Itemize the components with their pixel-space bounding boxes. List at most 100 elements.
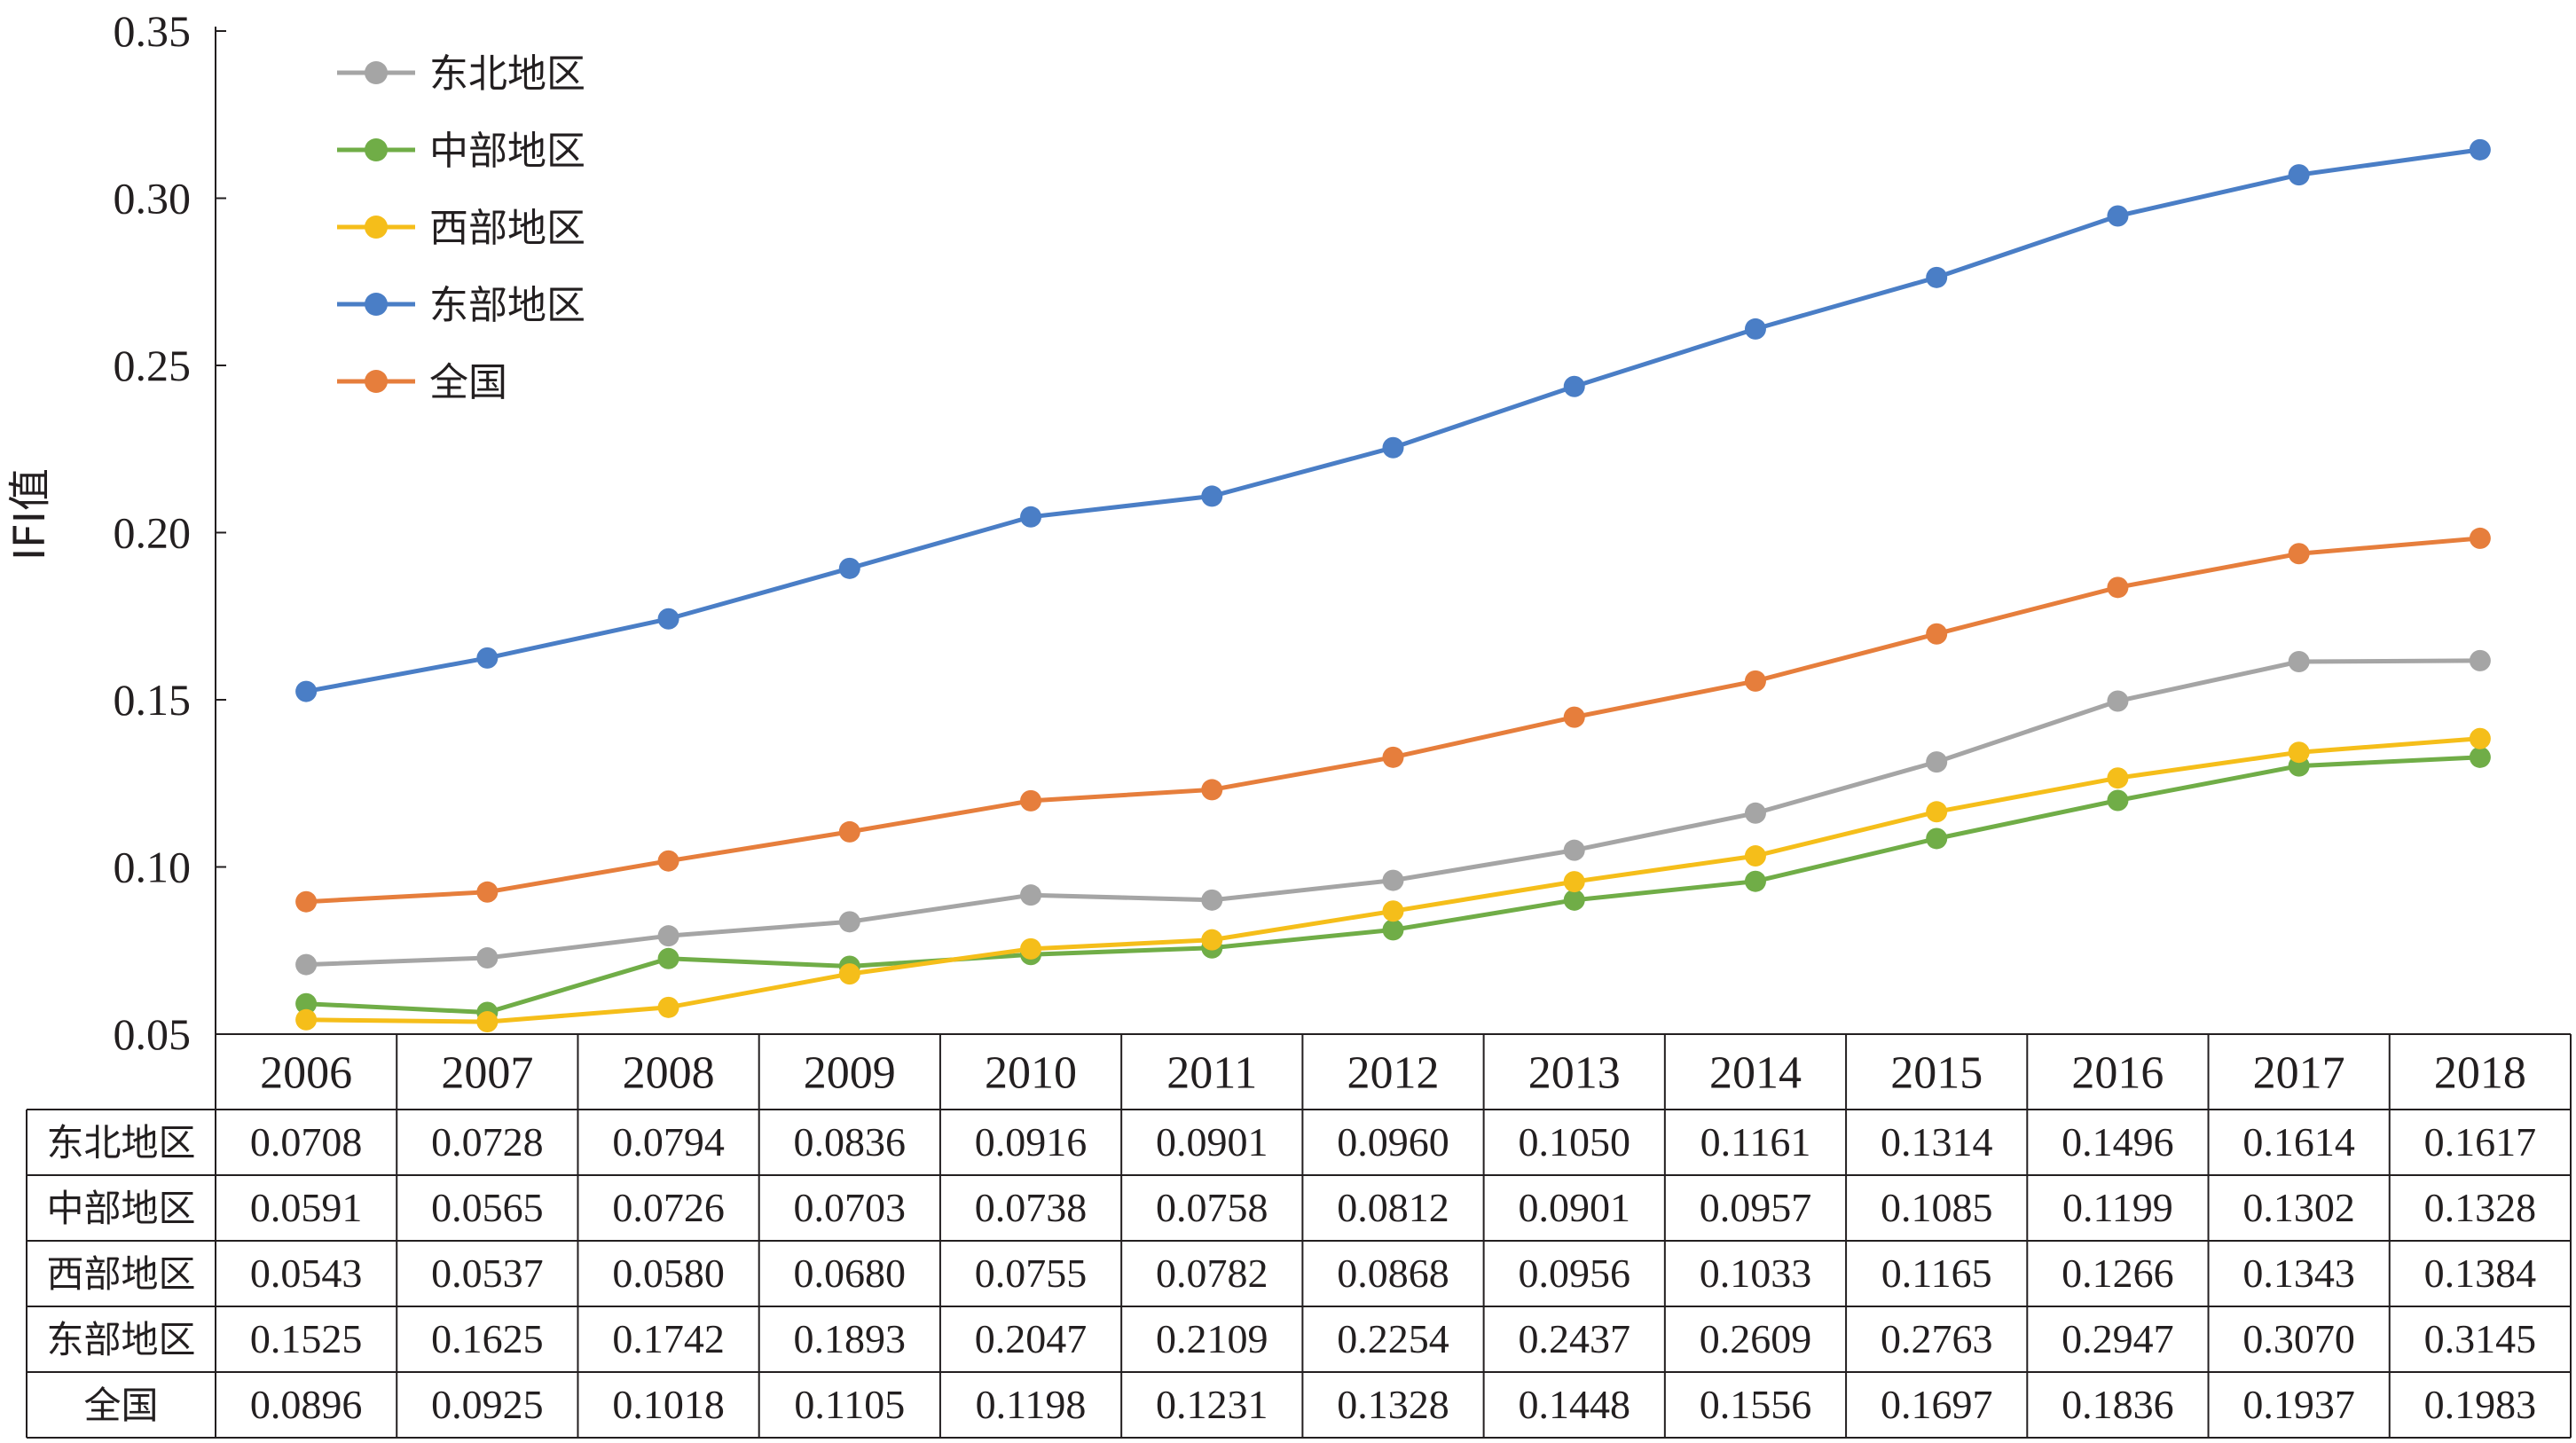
table-cell-value: 0.0728 xyxy=(431,1119,544,1165)
table-cell-value: 0.0726 xyxy=(612,1185,725,1230)
table-cell-value: 0.0957 xyxy=(1700,1185,1812,1230)
legend-label: 西部地区 xyxy=(429,206,585,251)
data-point xyxy=(476,1011,499,1033)
data-point xyxy=(476,647,499,669)
table-cell-value: 0.1893 xyxy=(794,1316,907,1361)
data-point xyxy=(1563,871,1585,893)
table-cell-value: 0.0782 xyxy=(1156,1251,1268,1296)
table-cell-value: 0.0901 xyxy=(1156,1119,1268,1165)
data-point xyxy=(2107,789,2129,812)
y-tick-label: 0.10 xyxy=(114,843,192,892)
data-table: 2006 2007 2008 2009 2010 2011 2012 2013 2014 2015… xyxy=(26,1033,2572,1439)
y-tick-label: 0.05 xyxy=(114,1009,192,1059)
data-point xyxy=(657,850,679,872)
series-line xyxy=(303,536,2483,905)
table-cell-value: 0.0960 xyxy=(1337,1119,1449,1165)
legend-label: 全国 xyxy=(429,360,507,405)
legend-marker xyxy=(365,138,388,161)
table-cell-value: 0.0925 xyxy=(431,1382,544,1427)
data-point xyxy=(1563,889,1585,911)
table-row-label: 中部地区 xyxy=(46,1187,195,1230)
data-point xyxy=(1382,436,1404,459)
y-tick-label: 0.25 xyxy=(114,341,192,390)
x-tick-label: 2010 xyxy=(985,1048,1077,1099)
table-cell-value: 0.2109 xyxy=(1156,1316,1268,1361)
x-tick-label: 2013 xyxy=(1528,1048,1621,1099)
data-point xyxy=(1744,802,1766,824)
legend-label: 中部地区 xyxy=(429,129,585,174)
data-point xyxy=(1201,779,1223,801)
table-cell-value: 0.0580 xyxy=(612,1251,725,1296)
table-cell-value: 0.2763 xyxy=(1881,1316,1993,1361)
table-cell-value: 0.1614 xyxy=(2242,1119,2355,1165)
y-tick-label: 0.15 xyxy=(114,675,192,725)
table-cell-value: 0.1105 xyxy=(794,1382,905,1427)
x-tick-label: 2011 xyxy=(1166,1048,1257,1099)
data-point xyxy=(1201,929,1223,951)
data-point xyxy=(2469,727,2491,749)
data-point xyxy=(1382,900,1404,922)
table-cell-value: 0.1050 xyxy=(1518,1119,1630,1165)
data-point xyxy=(2107,690,2129,712)
data-point xyxy=(2288,651,2310,673)
table-cell-value: 0.1625 xyxy=(431,1316,544,1361)
y-tick-label: 0.30 xyxy=(114,174,192,224)
x-tick-label: 2018 xyxy=(2434,1048,2526,1099)
table-cell-value: 0.1617 xyxy=(2424,1119,2537,1165)
data-point xyxy=(657,947,679,969)
data-point xyxy=(1744,318,1766,340)
data-point xyxy=(476,881,499,903)
legend-marker xyxy=(365,293,388,316)
table-cell-value: 0.1161 xyxy=(1700,1119,1811,1165)
data-point xyxy=(838,820,860,843)
data-point xyxy=(1926,751,1948,773)
x-tick-label: 2014 xyxy=(1709,1048,1802,1099)
table-cell-value: 0.0680 xyxy=(794,1251,907,1296)
data-point xyxy=(2107,205,2129,227)
table-cell-value: 0.0708 xyxy=(250,1119,363,1165)
table-cell-value: 0.0591 xyxy=(250,1185,363,1230)
table-cell-value: 0.1742 xyxy=(612,1316,725,1361)
table-cell-value: 0.1556 xyxy=(1700,1382,1812,1427)
table-cell-value: 0.1302 xyxy=(2242,1185,2355,1230)
table-cell-value: 0.1384 xyxy=(2424,1251,2537,1296)
table-cell-value: 0.1343 xyxy=(2242,1251,2355,1296)
data-point xyxy=(838,963,860,985)
table-cell-value: 0.3145 xyxy=(2424,1316,2537,1361)
table-cell-value: 0.1983 xyxy=(2424,1382,2537,1427)
table-cell-value: 0.1018 xyxy=(612,1382,725,1427)
data-point xyxy=(1744,845,1766,867)
table-cell-value: 0.0956 xyxy=(1518,1251,1630,1296)
table-cell-value: 0.0738 xyxy=(975,1185,1088,1230)
table-cell-value: 0.1033 xyxy=(1700,1251,1812,1296)
legend-label: 东部地区 xyxy=(429,283,585,328)
legend-marker xyxy=(365,216,388,239)
data-point xyxy=(2469,138,2491,161)
table-cell-value: 0.0836 xyxy=(794,1119,907,1165)
data-point xyxy=(2469,746,2491,768)
data-point xyxy=(1020,937,1042,960)
table-cell-value: 0.0565 xyxy=(431,1185,544,1230)
table-cell-value: 0.2254 xyxy=(1337,1316,1449,1361)
table-cell-value: 0.0896 xyxy=(250,1382,363,1427)
legend-marker xyxy=(365,370,388,393)
table-cell-value: 0.0794 xyxy=(612,1119,725,1165)
x-tick-label: 2006 xyxy=(260,1048,352,1099)
table-row-label: 东北地区 xyxy=(46,1121,195,1165)
table-cell-value: 0.1199 xyxy=(2062,1185,2173,1230)
data-point xyxy=(1563,839,1585,861)
data-point xyxy=(838,911,860,933)
table-cell-value: 0.0901 xyxy=(1518,1185,1630,1230)
table-cell-value: 0.1496 xyxy=(2062,1119,2174,1165)
table-row-label: 西部地区 xyxy=(46,1252,195,1296)
x-tick-label: 2015 xyxy=(1890,1048,1983,1099)
data-point xyxy=(2469,649,2491,671)
table-cell-value: 0.1198 xyxy=(976,1382,1087,1427)
legend-marker xyxy=(365,61,388,84)
data-point xyxy=(657,996,679,1018)
table-cell-value: 0.0703 xyxy=(794,1185,907,1230)
data-point xyxy=(1382,919,1404,941)
data-point xyxy=(1926,827,1948,850)
